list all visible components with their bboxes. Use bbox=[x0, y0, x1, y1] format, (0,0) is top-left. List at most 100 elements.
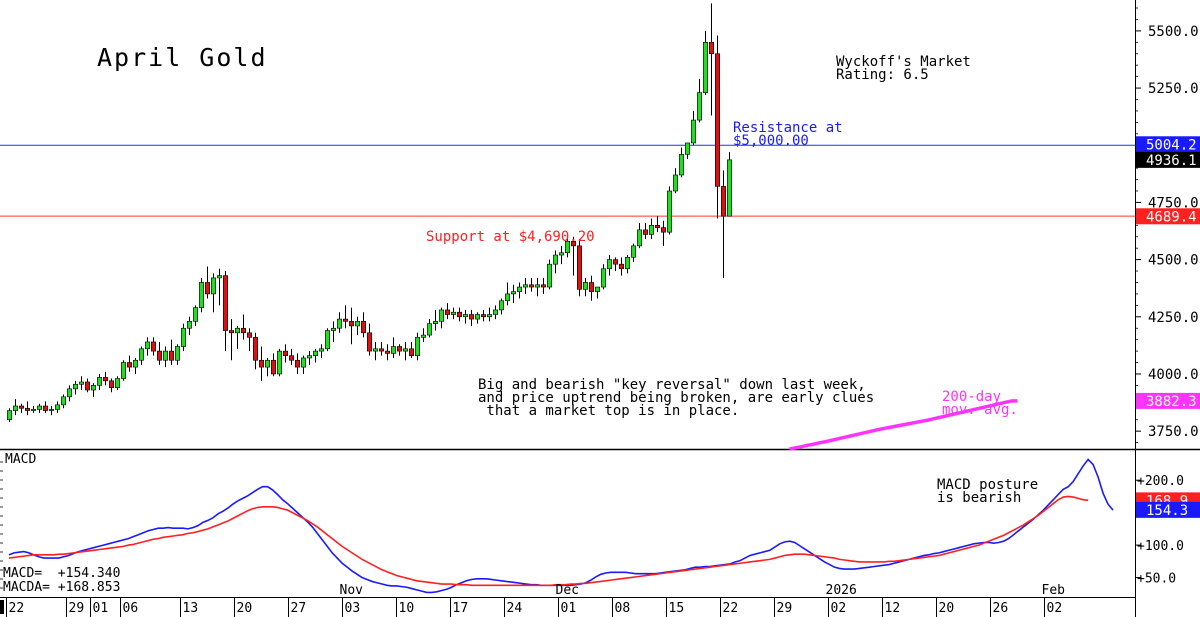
candle bbox=[30, 405, 36, 413]
candle bbox=[720, 170, 726, 278]
candle bbox=[426, 319, 432, 338]
candle-body bbox=[540, 284, 546, 288]
month-label: Dec bbox=[556, 583, 579, 598]
candle bbox=[258, 346, 264, 381]
date-tick-label: 06 bbox=[123, 601, 139, 616]
candle-body bbox=[402, 348, 408, 352]
candle-body bbox=[660, 227, 666, 233]
candle-body bbox=[7, 410, 13, 421]
candle-body bbox=[282, 350, 288, 356]
candle bbox=[336, 312, 342, 333]
candle bbox=[300, 355, 306, 374]
candle-body bbox=[594, 286, 600, 292]
candle-body bbox=[450, 311, 456, 315]
candle-body bbox=[672, 174, 678, 192]
candle-body bbox=[151, 341, 157, 352]
moving-average-line bbox=[789, 399, 1018, 451]
date-tick-label: 22 bbox=[9, 601, 25, 616]
candle bbox=[474, 312, 480, 324]
candle-body bbox=[342, 318, 348, 322]
date-tick-label: 10 bbox=[399, 601, 415, 616]
candle bbox=[288, 348, 294, 365]
candle-body bbox=[139, 348, 145, 361]
candlestick-series bbox=[7, 3, 732, 423]
candle-body bbox=[420, 334, 426, 338]
candle-body bbox=[558, 252, 564, 256]
price-tag-2: 4689.4 bbox=[1136, 208, 1200, 225]
candle-body bbox=[85, 381, 91, 391]
date-tick-label: 24 bbox=[507, 601, 523, 616]
candle-body bbox=[726, 159, 732, 217]
candle bbox=[702, 30, 708, 95]
candle bbox=[486, 307, 492, 322]
candle bbox=[247, 328, 253, 352]
candle-body bbox=[360, 321, 366, 334]
candle-body bbox=[229, 330, 235, 334]
candle-body bbox=[217, 275, 223, 279]
date-tick-label: 01 bbox=[561, 601, 577, 616]
rating-line-1: Wyckoff's Market bbox=[836, 54, 971, 70]
price-tag-3-text: 3882.3 bbox=[1146, 394, 1197, 410]
date-tick-label: 12 bbox=[885, 601, 901, 616]
candle bbox=[312, 348, 318, 363]
candle-body bbox=[390, 346, 396, 354]
candle-body bbox=[288, 355, 294, 361]
candle-body bbox=[193, 307, 199, 322]
candle-body bbox=[498, 300, 504, 311]
candle bbox=[330, 321, 336, 342]
date-tick-label: 13 bbox=[183, 601, 199, 616]
month-label: Feb bbox=[1042, 583, 1066, 598]
candle-body bbox=[702, 42, 708, 93]
candle-body bbox=[678, 154, 684, 176]
candle bbox=[618, 257, 624, 276]
candle-body bbox=[348, 321, 354, 327]
price-tick-label: 4000.0 bbox=[1148, 367, 1199, 383]
price-tag-3: 3882.3 bbox=[1136, 392, 1200, 410]
candle bbox=[408, 341, 414, 358]
candle bbox=[318, 344, 324, 358]
candle bbox=[264, 357, 270, 377]
candle-body bbox=[67, 388, 73, 398]
candle bbox=[294, 353, 300, 374]
candle-body bbox=[582, 282, 588, 290]
candle bbox=[540, 277, 546, 294]
candle-body bbox=[468, 314, 474, 320]
candle bbox=[444, 303, 450, 320]
price-tag-1-box bbox=[1136, 151, 1200, 168]
candle-body bbox=[54, 404, 60, 410]
candle-body bbox=[48, 409, 54, 411]
candle bbox=[522, 277, 528, 294]
price-tick-label: 5500.0 bbox=[1148, 24, 1199, 40]
candle bbox=[18, 403, 24, 413]
date-tick-label: 01 bbox=[93, 601, 109, 616]
candle bbox=[276, 348, 282, 377]
candle-body bbox=[294, 359, 300, 368]
candle-body bbox=[330, 327, 336, 331]
candle bbox=[648, 218, 654, 240]
candle bbox=[85, 378, 91, 393]
candle-body bbox=[91, 385, 97, 391]
candle bbox=[600, 264, 606, 290]
candle-body bbox=[42, 405, 48, 411]
candle bbox=[690, 110, 696, 146]
date-tick-label: 27 bbox=[291, 601, 307, 616]
candle-body bbox=[624, 257, 630, 270]
candle bbox=[696, 78, 702, 123]
candle-body bbox=[564, 241, 570, 254]
candle bbox=[241, 314, 247, 340]
candle bbox=[510, 284, 516, 304]
candle bbox=[348, 307, 354, 345]
candle bbox=[229, 319, 235, 361]
candle-body bbox=[384, 350, 390, 354]
candle-body bbox=[109, 380, 115, 388]
candle-body bbox=[504, 293, 510, 302]
candle-body bbox=[438, 309, 444, 322]
candle bbox=[666, 186, 672, 235]
candle bbox=[13, 399, 19, 416]
candle-body bbox=[480, 314, 486, 318]
candle bbox=[282, 344, 288, 363]
candle-body bbox=[73, 383, 79, 390]
candle bbox=[684, 142, 690, 159]
candle bbox=[360, 312, 366, 338]
